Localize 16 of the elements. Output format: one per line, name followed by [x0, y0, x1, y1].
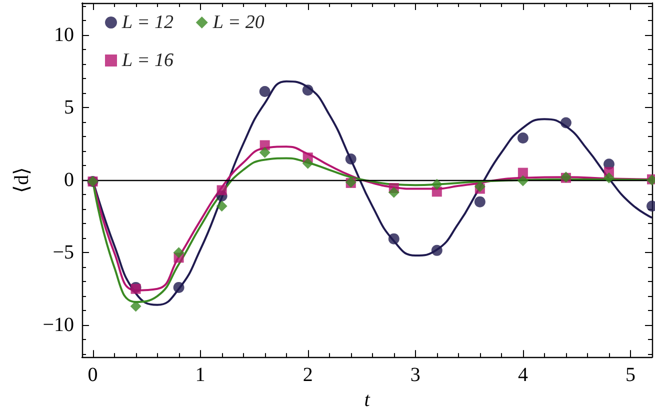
y-tick-label: −10 — [42, 314, 74, 336]
x-tick-label: 2 — [302, 364, 313, 386]
legend-label: L = 20 — [212, 12, 265, 33]
legend-label: L = 16 — [121, 50, 174, 71]
legend-label: L = 12 — [121, 12, 174, 33]
x-axis-title: t — [364, 389, 370, 411]
x-tick-label: 1 — [195, 364, 206, 386]
y-tick-label: 10 — [54, 24, 74, 46]
x-tick-label: 0 — [88, 364, 98, 386]
x-tick-label: 4 — [518, 364, 528, 386]
y-tick-label: 0 — [64, 169, 74, 192]
y-tick-label: −5 — [52, 242, 74, 264]
y-axis-title: ⟨d⟩ — [10, 167, 33, 194]
x-tick-label: 5 — [625, 364, 636, 386]
x-tick-label: 3 — [410, 364, 420, 386]
y-tick-label: 5 — [64, 96, 74, 118]
